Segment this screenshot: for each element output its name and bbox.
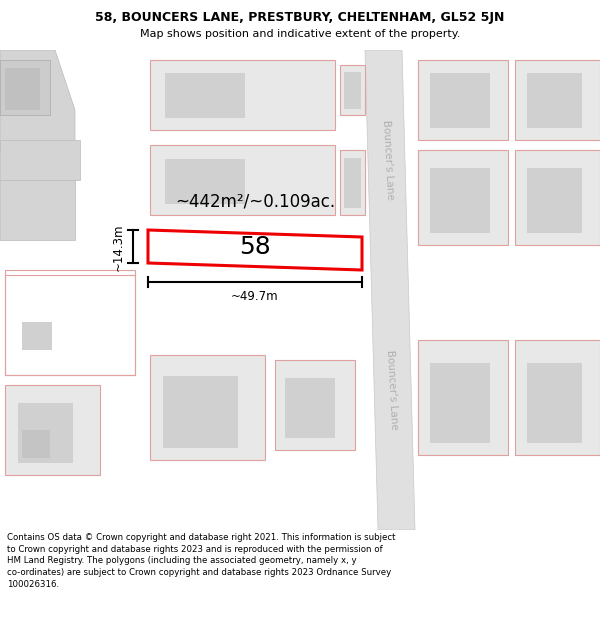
Text: Bouncer's Lane: Bouncer's Lane (381, 120, 395, 200)
Polygon shape (148, 230, 362, 270)
Polygon shape (0, 140, 80, 180)
Bar (418, 340, 508, 455)
Text: 58: 58 (239, 234, 271, 259)
Text: 58, BOUNCERS LANE, PRESTBURY, CHELTENHAM, GL52 5JN: 58, BOUNCERS LANE, PRESTBURY, CHELTENHAM… (95, 11, 505, 24)
Bar (344, 158, 361, 208)
Text: Bouncer's Lane: Bouncer's Lane (385, 350, 399, 430)
Bar (430, 363, 490, 443)
Bar (430, 73, 490, 128)
Bar (340, 150, 365, 215)
Bar (430, 168, 490, 233)
Polygon shape (0, 180, 75, 240)
Bar (527, 363, 582, 443)
Text: ~49.7m: ~49.7m (231, 290, 279, 303)
Bar (5, 385, 100, 475)
Bar (344, 72, 361, 109)
Bar (515, 60, 600, 140)
Bar (165, 159, 245, 204)
Text: Map shows position and indicative extent of the property.: Map shows position and indicative extent… (140, 29, 460, 39)
Bar (515, 150, 600, 245)
Text: Contains OS data © Crown copyright and database right 2021. This information is : Contains OS data © Crown copyright and d… (7, 533, 396, 589)
Bar (150, 355, 265, 460)
Bar (150, 145, 335, 215)
Bar (5, 270, 135, 375)
Bar (18, 403, 73, 463)
Bar (150, 60, 335, 130)
Bar (275, 360, 355, 450)
Bar (418, 60, 508, 140)
Text: ~14.3m: ~14.3m (112, 223, 125, 271)
Bar (527, 168, 582, 233)
Polygon shape (0, 50, 75, 150)
Bar (165, 73, 245, 118)
Bar (418, 150, 508, 245)
Bar (0, 60, 50, 115)
Bar (5, 275, 135, 375)
Text: ~442m²/~0.109ac.: ~442m²/~0.109ac. (175, 192, 335, 210)
Bar (163, 376, 238, 448)
Bar (285, 378, 335, 438)
Bar (22, 322, 52, 350)
Bar (515, 340, 600, 455)
Bar (340, 65, 365, 115)
Bar (22, 430, 50, 458)
Bar (527, 73, 582, 128)
Polygon shape (365, 50, 415, 530)
Bar (5, 68, 40, 110)
